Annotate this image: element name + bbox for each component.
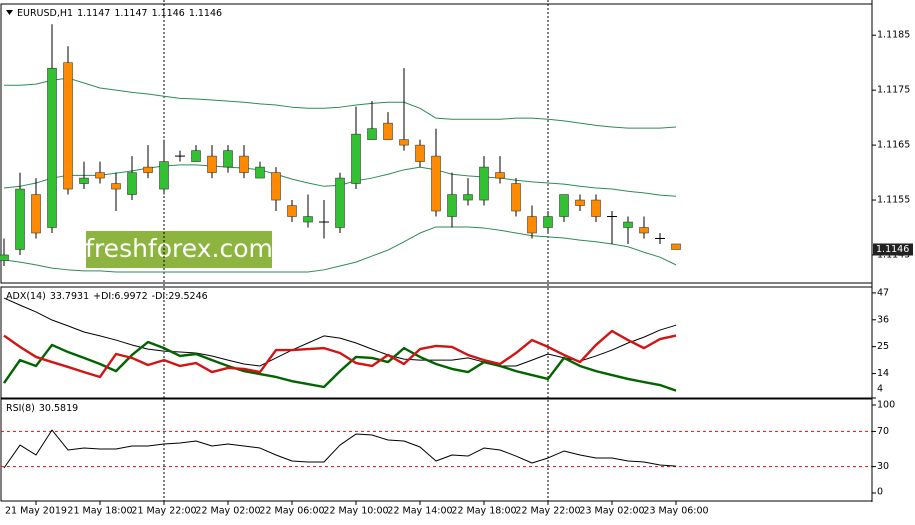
candle-body	[527, 216, 537, 234]
candle-body	[207, 155, 217, 173]
candle-body	[159, 161, 169, 190]
candle-body	[255, 166, 265, 179]
candle-body	[383, 122, 393, 140]
series-value: 30.5819	[39, 403, 78, 414]
x-tick-label: 22 May 14:00	[387, 506, 452, 517]
series-line	[4, 77, 677, 129]
x-tick-label: 23 May 06:00	[643, 506, 708, 517]
candle-body	[15, 188, 25, 250]
series-line	[3, 226, 677, 273]
series-name: +DI:	[93, 291, 114, 302]
candle-body	[31, 194, 41, 234]
series-value: 6.9972	[114, 291, 147, 302]
y-tick-label: 25	[877, 341, 889, 352]
candle-body	[239, 155, 249, 173]
current-price-box	[873, 243, 913, 256]
x-tick-label: 22 May 18:00	[451, 506, 516, 517]
x-tick-label: 21 May 18:00	[67, 506, 132, 517]
candle-body	[575, 199, 585, 206]
y-tick-label: 70	[877, 426, 889, 437]
y-tick-label: 47	[877, 288, 889, 299]
header-open: 1.1147	[77, 8, 110, 19]
header-high: 1.1147	[114, 8, 147, 19]
x-tick-label: 22 May 02:00	[195, 506, 260, 517]
header-low: 1.1146	[152, 8, 185, 19]
y-tick-label: 1.1175	[877, 85, 910, 96]
candle-body	[671, 243, 681, 250]
x-tick-label: 22 May 22:00	[515, 506, 580, 517]
panel-header: RSI(8) 30.5819	[6, 403, 78, 414]
panel-title: ADX(14)	[6, 291, 46, 302]
candle-body	[79, 177, 89, 184]
candle-body	[303, 216, 313, 223]
candle-body	[63, 62, 73, 190]
candle-body	[511, 183, 521, 212]
candle-body	[47, 67, 57, 228]
candle-body	[495, 172, 505, 179]
watermark-box: freshforex.com	[85, 231, 273, 268]
candle-body	[191, 150, 201, 162]
series-line	[3, 429, 677, 469]
series-name: -DI:	[152, 291, 169, 302]
candle-body	[351, 133, 361, 184]
y-tick-label: 30	[877, 461, 889, 472]
candle-body	[431, 155, 441, 212]
y-tick-label: 14	[877, 368, 889, 379]
candle-body	[639, 227, 649, 234]
series-line	[3, 340, 677, 392]
y-tick-label: 1.1185	[877, 30, 910, 41]
candle-body	[95, 172, 105, 179]
candle-body	[143, 166, 153, 173]
candle-body	[463, 194, 473, 201]
series-value: 29.5246	[168, 291, 207, 302]
candle-body	[335, 177, 345, 228]
x-tick-label: 23 May 02:00	[579, 506, 644, 517]
y-tick-label: 1.1155	[877, 195, 910, 206]
current-price: 1.1146	[876, 244, 909, 255]
y-tick-label: 4	[877, 384, 883, 395]
watermark: freshforex.com	[85, 234, 273, 263]
y-tick-label: 0	[877, 487, 883, 498]
candle-body	[0, 254, 9, 261]
candle-body	[287, 205, 297, 217]
candle-body	[559, 194, 569, 217]
candle-body	[623, 221, 633, 228]
candle-body	[415, 144, 425, 162]
series-value: 33.7931	[50, 291, 89, 302]
x-tick-label: 21 May 22:00	[131, 506, 196, 517]
candle-body	[271, 172, 281, 201]
candle-body	[223, 150, 233, 168]
candle-body	[479, 166, 489, 201]
panel-header: EURUSD,H1 1.1147 1.1147 1.1146 1.1146	[17, 8, 222, 19]
candle-body	[543, 216, 553, 228]
series-line	[3, 329, 677, 379]
header-close: 1.1146	[189, 8, 222, 19]
candle-body	[447, 194, 457, 217]
candle-body	[399, 139, 409, 146]
panel-title: RSI(8)	[6, 403, 35, 414]
x-tick-label: 22 May 06:00	[259, 506, 324, 517]
x-tick-label: 21 May 2019	[5, 506, 67, 517]
candle-body	[127, 172, 137, 195]
header-triangle	[6, 10, 13, 15]
watermark-bg	[86, 231, 272, 268]
panel-title: EURUSD,H1	[17, 8, 73, 19]
x-tick-label: 22 May 10:00	[323, 506, 388, 517]
candle-body	[591, 199, 601, 217]
y-tick-label: 36	[877, 314, 889, 325]
y-tick-label: 1.1165	[877, 140, 910, 151]
panel-header: ADX(14) 33.7931 +DI:6.9972 -DI:29.5246	[6, 291, 208, 302]
candle-body	[111, 183, 121, 190]
y-tick-label: 100	[877, 400, 895, 411]
candle-body	[367, 128, 377, 140]
